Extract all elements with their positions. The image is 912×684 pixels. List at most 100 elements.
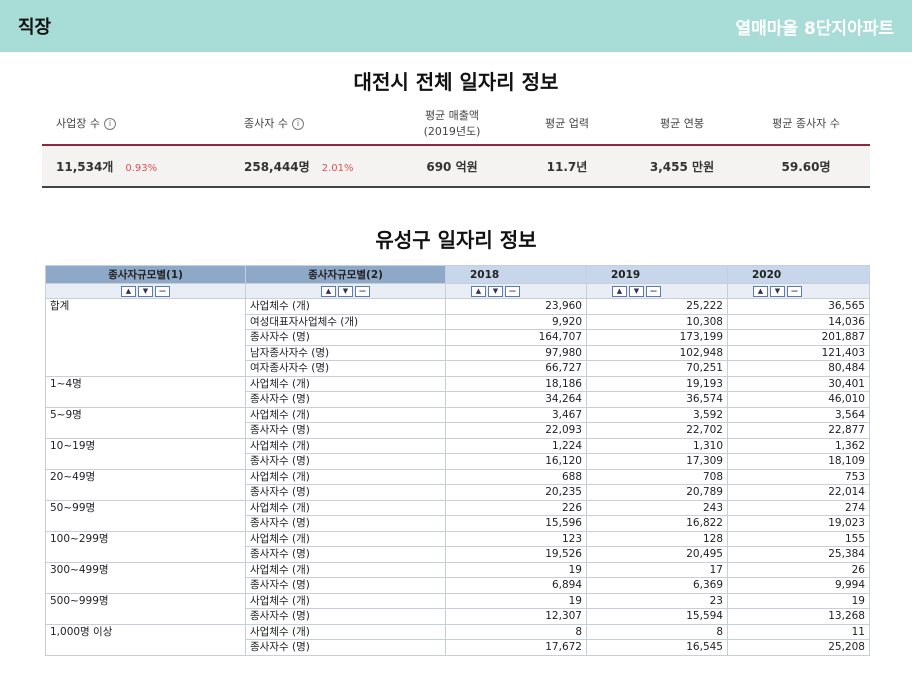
- item-cell: 사업체수 (개): [245, 561, 446, 578]
- avg-sales-header: 평균 매출액 (2019년도): [392, 107, 512, 139]
- value-cell: 8: [586, 623, 728, 640]
- avg-sales-value: 690 억원: [426, 159, 478, 174]
- item-cell: 사업체수 (개): [245, 530, 446, 547]
- value-cell: 25,384: [727, 546, 870, 563]
- sort-desc-icon[interactable]: ▼: [770, 285, 785, 297]
- sort-asc-icon[interactable]: ▲: [612, 285, 627, 297]
- avg-years-label: 평균 업력: [545, 117, 589, 130]
- value-cell: 18,186: [445, 375, 587, 392]
- value-cell: 15,596: [445, 515, 587, 532]
- employees-value: 258,444명: [244, 159, 310, 174]
- info-circle-icon[interactable]: i: [291, 118, 304, 130]
- sort-controls-row: ▲ ▼ — ▲ ▼ — ▲ ▼ — ▲ ▼ — ▲ ▼ —: [45, 283, 870, 299]
- businesses-value: 11,534개: [56, 159, 114, 174]
- table-row: 20~49명 사업체수 (개) 688 708 753: [45, 468, 870, 501]
- district-jobs-title: 유성구 일자리 정보: [375, 228, 537, 252]
- table-row: 500~999명 사업체수 (개) 19 23 19: [45, 592, 870, 625]
- table-row: 여자종사자수 (명) 66,727 70,251 80,484: [46, 360, 870, 377]
- item-cell: 종사자수 (명): [245, 391, 446, 408]
- collapse-icon[interactable]: —: [355, 285, 370, 297]
- value-cell: 20,235: [445, 484, 587, 501]
- sort-asc-icon[interactable]: ▲: [753, 285, 768, 297]
- table-row: 종사자수 (명) 16,120 17,309 18,109: [46, 453, 870, 470]
- sort-asc-icon[interactable]: ▲: [471, 285, 486, 297]
- district-jobs-table: 종사자규모별(1) 종사자규모별(2) 2018 2019 2020 ▲ ▼ — ▲…: [45, 265, 870, 656]
- value-cell: 16,120: [445, 453, 587, 470]
- value-cell: 22,014: [727, 484, 870, 501]
- sort-controls: ▲ ▼ —: [727, 283, 870, 299]
- value-cell: 19: [445, 592, 587, 609]
- sort-controls: ▲ ▼ —: [245, 283, 446, 299]
- value-cell: 20,495: [586, 546, 728, 563]
- value-cell: 66,727: [445, 360, 587, 377]
- sort-asc-icon[interactable]: ▲: [321, 285, 336, 297]
- value-cell: 17,309: [586, 453, 728, 470]
- sort-desc-icon[interactable]: ▼: [488, 285, 503, 297]
- value-cell: 102,948: [586, 344, 728, 361]
- value-cell: 22,093: [445, 422, 587, 439]
- column-header[interactable]: 종사자규모별(1): [45, 265, 246, 284]
- value-cell: 9,920: [445, 313, 587, 330]
- category-cell: 합계: [45, 298, 246, 377]
- value-cell: 155: [727, 530, 870, 547]
- employees-value-cell: 258,444명 2.01%: [212, 158, 392, 175]
- value-cell: 17: [586, 561, 728, 578]
- category-cell: 20~49명: [45, 468, 246, 501]
- value-cell: 274: [727, 499, 870, 516]
- value-cell: 22,877: [727, 422, 870, 439]
- value-cell: 16,822: [586, 515, 728, 532]
- column-header[interactable]: 종사자규모별(2): [245, 265, 446, 284]
- city-stats-values: 11,534개 0.93% 258,444명 2.01% 690 억원 11.7년 …: [42, 146, 870, 188]
- column-header[interactable]: 2019: [586, 265, 728, 284]
- value-cell: 164,707: [445, 329, 587, 346]
- employees-change: 2.01%: [321, 162, 354, 174]
- item-cell: 사업체수 (개): [245, 437, 446, 454]
- item-cell: 종사자수 (명): [245, 639, 446, 656]
- value-cell: 34,264: [445, 391, 587, 408]
- value-cell: 6,369: [586, 577, 728, 594]
- item-cell: 종사자수 (명): [245, 546, 446, 563]
- sort-desc-icon[interactable]: ▼: [338, 285, 353, 297]
- value-cell: 23: [586, 592, 728, 609]
- sort-desc-icon[interactable]: ▼: [629, 285, 644, 297]
- column-header[interactable]: 2018: [445, 265, 587, 284]
- value-cell: 10,308: [586, 313, 728, 330]
- column-header[interactable]: 2020: [727, 265, 870, 284]
- table-row: 종사자수 (명) 34,264 36,574 46,010: [46, 391, 870, 408]
- avg-staff-label: 평균 종사자 수: [772, 117, 840, 130]
- table-row: 1,000명 이상 사업체수 (개) 8 8 11: [45, 623, 870, 656]
- category-cell: 1~4명: [45, 375, 246, 408]
- table-row: 종사자수 (명) 22,093 22,702 22,877: [46, 422, 870, 439]
- value-cell: 243: [586, 499, 728, 516]
- value-cell: 688: [445, 468, 587, 485]
- value-cell: 6,894: [445, 577, 587, 594]
- collapse-icon[interactable]: —: [787, 285, 802, 297]
- value-cell: 121,403: [727, 344, 870, 361]
- value-cell: 1,224: [445, 437, 587, 454]
- sort-asc-icon[interactable]: ▲: [121, 285, 136, 297]
- category-cell: 100~299명: [45, 530, 246, 563]
- collapse-icon[interactable]: —: [155, 285, 170, 297]
- table-row: 남자종사자수 (명) 97,980 102,948 121,403: [46, 344, 870, 361]
- category-cell: 50~99명: [45, 499, 246, 532]
- collapse-icon[interactable]: —: [505, 285, 520, 297]
- table-row: 50~99명 사업체수 (개) 226 243 274: [45, 499, 870, 532]
- info-circle-icon[interactable]: i: [103, 118, 116, 130]
- value-cell: 15,594: [586, 608, 728, 625]
- value-cell: 23,960: [445, 298, 587, 315]
- employees-label: 종사자 수: [244, 117, 288, 130]
- value-cell: 1,362: [727, 437, 870, 454]
- collapse-icon[interactable]: —: [646, 285, 661, 297]
- avg-sales-year-label: (2019년도): [423, 125, 481, 138]
- item-cell: 사업체수 (개): [245, 592, 446, 609]
- value-cell: 201,887: [727, 329, 870, 346]
- value-cell: 708: [586, 468, 728, 485]
- item-cell: 여자종사자수 (명): [245, 360, 446, 377]
- table-row: 합계 사업체수 (개) 23,960 25,222 36,565: [45, 298, 870, 377]
- value-cell: 19: [445, 561, 587, 578]
- sort-desc-icon[interactable]: ▼: [138, 285, 153, 297]
